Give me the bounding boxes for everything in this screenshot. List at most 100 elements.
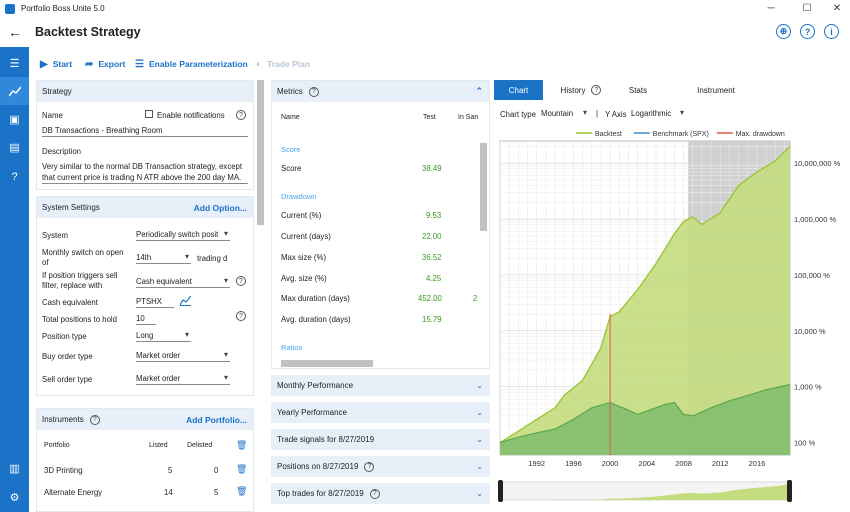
sell-order-type-label: Sell order type — [42, 375, 93, 384]
description-line-2[interactable]: that current price is trading N ATR abov… — [42, 173, 248, 184]
back-arrow-icon[interactable]: ← — [8, 24, 22, 40]
metrics-header: Metrics? ⌃ — [272, 81, 489, 102]
close-icon[interactable]: ✕ — [832, 3, 842, 14]
info-icon[interactable]: i — [824, 24, 839, 39]
metrics-help-icon[interactable]: ? — [308, 86, 319, 97]
minimize-icon[interactable]: ─ — [767, 3, 775, 14]
y-axis-dropdown[interactable]: Logarithmic — [631, 109, 686, 119]
col-listed-header: Listed — [149, 442, 168, 449]
positions-help-icon[interactable]: ? — [364, 461, 375, 472]
collapse-metrics-icon[interactable]: ⌃ — [475, 86, 483, 96]
start-button[interactable]: ▶ Start — [40, 58, 73, 70]
accordion-positions[interactable]: Positions on 8/27/2019? ⌄ — [271, 456, 490, 477]
system-label: System — [42, 231, 68, 240]
navigator-left-handle[interactable] — [498, 480, 503, 502]
enable-parameterization-button[interactable]: ☰ Enable Parameterization — [135, 58, 248, 70]
sell-order-type-dropdown[interactable]: Market order — [136, 374, 230, 385]
description-line-1[interactable]: Very similar to the normal DB Transactio… — [42, 162, 243, 171]
accordion-yearly-performance[interactable]: Yearly Performance ⌄ — [271, 402, 490, 423]
cash-chart-icon[interactable] — [179, 295, 192, 308]
buy-order-type-dropdown[interactable]: Market order — [136, 351, 230, 362]
strategy-panel-header: Strategy — [37, 81, 253, 102]
help-icon[interactable]: ? — [800, 24, 815, 39]
portfolio-add-icon[interactable]: ▣ — [9, 113, 20, 126]
system-settings-header: System Settings Add Option... — [37, 197, 253, 218]
x-tick-label: 1992 — [528, 459, 545, 468]
strategy-panel: Strategy Name Enable notifications ? DB … — [36, 80, 254, 190]
y-tick-label: 100,000 % — [794, 271, 830, 280]
position-type-dropdown[interactable]: Long — [136, 331, 191, 342]
add-portfolio-link[interactable]: Add Portfolio... — [186, 414, 247, 425]
document-icon[interactable]: ▥ — [9, 462, 20, 475]
delete-all-trash-icon[interactable]: 🗑 — [236, 440, 248, 450]
trade-plan-icon: ◐ — [256, 58, 263, 70]
delete-row-trash-icon[interactable]: 🗑 — [236, 486, 248, 496]
backtest-area — [500, 146, 790, 455]
enable-notifications-checkbox[interactable] — [145, 110, 153, 118]
trade-plan-button[interactable]: ◐ Trade Plan — [256, 58, 311, 70]
navigator-area — [500, 484, 790, 500]
expand-chevron-icon: ⌄ — [476, 408, 483, 417]
add-option-link[interactable]: Add Option... — [193, 202, 247, 213]
sell-replace-dropdown[interactable]: Cash equivalent — [136, 277, 230, 288]
sidebar-help-icon[interactable]: ? — [11, 171, 18, 183]
monthly-switch-label-of: of — [42, 258, 49, 267]
export-button[interactable]: ➦ Export — [85, 58, 126, 70]
accordion-monthly-performance[interactable]: Monthly Performance ⌄ — [271, 375, 490, 396]
menu-icon[interactable]: ☰ — [9, 57, 20, 70]
metrics-horizontal-scrollbar[interactable] — [281, 360, 373, 367]
x-tick-label: 2004 — [638, 459, 655, 468]
accordion-top-trades[interactable]: Top trades for 8/27/2019? ⌄ — [271, 483, 490, 504]
y-tick-label: 1,000,000 % — [794, 215, 836, 224]
tab-instrument[interactable]: Instrument — [697, 85, 735, 95]
x-tick-label: 2016 — [749, 459, 766, 468]
metrics-vertical-scrollbar[interactable] — [480, 143, 487, 231]
sell-filter-label-2: filter, replace with — [42, 281, 103, 290]
delete-row-trash-icon[interactable]: 🗑 — [236, 464, 248, 474]
briefcase-icon[interactable]: ▤ — [9, 141, 20, 154]
metrics-panel: Metrics? ⌃ Name Test In San Score Score 3… — [271, 80, 490, 369]
maximize-icon[interactable]: ☐ — [802, 3, 812, 14]
tab-stats[interactable]: Stats — [628, 85, 648, 95]
navigator-right-handle[interactable] — [787, 480, 792, 502]
accordion-trade-signals[interactable]: Trade signals for 8/27/2019 ⌄ — [271, 429, 490, 450]
monthly-day-dropdown[interactable]: 14th — [136, 253, 191, 264]
top-trades-help-icon[interactable]: ? — [369, 488, 380, 499]
benchmark-line — [499, 383, 791, 444]
sell-filter-help-icon[interactable]: ? — [236, 276, 246, 286]
backtest-chart[interactable]: Backtest Benchmark (SPX) Max. drawdown 100… — [494, 124, 846, 512]
instruments-header: Instruments? Add Portfolio... — [37, 409, 253, 430]
chart-legend: Backtest Benchmark (SPX) Max. drawdown — [576, 131, 785, 138]
history-help-icon[interactable]: ? — [591, 85, 602, 95]
system-dropdown[interactable]: Periodically switch posit — [136, 230, 230, 241]
backtest-chart-icon[interactable] — [0, 77, 29, 105]
settings-gear-icon[interactable]: ⚙ — [9, 491, 20, 504]
legend-label: Benchmark (SPX) — [653, 131, 709, 138]
score-section-heading: Score — [281, 145, 301, 154]
instruments-help-icon[interactable]: ? — [89, 414, 100, 425]
y-tick-label: 10,000,000 % — [794, 159, 841, 168]
tab-chart[interactable]: Chart — [494, 80, 543, 100]
position-type-label: Position type — [42, 332, 87, 341]
instruments-panel: Instruments? Add Portfolio... Portfolio L… — [36, 408, 254, 512]
notifications-help-icon[interactable]: ? — [236, 110, 246, 120]
legend-item: Max. drawdown — [716, 131, 785, 138]
chart-type-label: Chart type — [500, 110, 536, 119]
tab-history[interactable]: History? — [550, 80, 612, 100]
title-bar: Portfolio Boss Unite 5.0 ─ ☐ ✕ — [0, 0, 850, 17]
sell-filter-label: If position triggers sell — [42, 271, 118, 280]
col-portfolio-header: Portfolio — [44, 442, 70, 449]
total-positions-field[interactable]: 10 — [136, 314, 156, 325]
expand-chevron-icon: ⌄ — [476, 435, 483, 444]
globe-icon[interactable]: ⊕ — [776, 24, 791, 39]
strategy-name-field[interactable]: DB Transactions - Breathing Room — [42, 126, 248, 137]
total-positions-label: Total positions to hold — [42, 315, 117, 324]
cash-equivalent-field[interactable]: PTSHX — [136, 297, 174, 308]
name-label: Name — [42, 111, 63, 120]
chart-type-dropdown[interactable]: Mountain — [541, 109, 589, 119]
x-tick-label: 2012 — [712, 459, 729, 468]
export-arrow-icon: ➦ — [85, 58, 94, 70]
total-positions-help-icon[interactable]: ? — [236, 311, 246, 321]
left-column-scrollbar[interactable] — [257, 80, 264, 225]
description-label: Description — [42, 147, 81, 156]
